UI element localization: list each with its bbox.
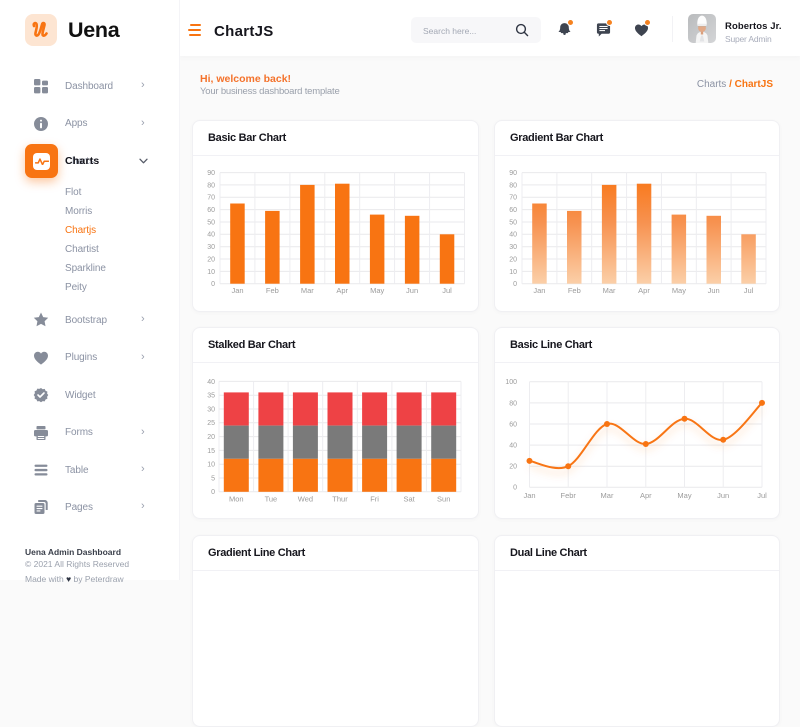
svg-text:Jul: Jul: [757, 491, 767, 500]
svg-text:70: 70: [207, 195, 215, 202]
svg-text:Jul: Jul: [442, 286, 452, 295]
svg-text:0: 0: [211, 489, 215, 496]
svg-text:May: May: [370, 286, 384, 295]
svg-text:40: 40: [509, 232, 517, 239]
svg-text:10: 10: [207, 269, 215, 276]
svg-text:Febr: Febr: [560, 491, 576, 500]
svg-text:0: 0: [211, 281, 215, 288]
svg-text:30: 30: [509, 244, 517, 251]
svg-text:Feb: Feb: [266, 286, 279, 295]
svg-text:15: 15: [207, 448, 215, 455]
svg-text:5: 5: [211, 475, 215, 482]
svg-text:Apr: Apr: [640, 491, 652, 500]
svg-text:Jan: Jan: [231, 286, 243, 295]
svg-text:Fri: Fri: [370, 494, 379, 503]
svg-text:60: 60: [509, 207, 517, 214]
svg-text:80: 80: [509, 182, 517, 189]
svg-text:35: 35: [207, 393, 215, 400]
svg-text:50: 50: [509, 219, 517, 226]
svg-text:80: 80: [509, 400, 517, 407]
svg-text:Jun: Jun: [406, 286, 418, 295]
svg-text:Sat: Sat: [403, 494, 415, 503]
svg-text:60: 60: [509, 421, 517, 428]
svg-text:100: 100: [505, 379, 517, 386]
svg-text:40: 40: [207, 232, 215, 239]
svg-text:0: 0: [513, 281, 517, 288]
svg-text:Jul: Jul: [744, 286, 754, 295]
svg-text:40: 40: [207, 379, 215, 386]
svg-text:25: 25: [207, 420, 215, 427]
svg-text:20: 20: [509, 256, 517, 263]
svg-text:Jun: Jun: [717, 491, 729, 500]
svg-text:May: May: [672, 286, 686, 295]
svg-text:Mar: Mar: [601, 491, 614, 500]
svg-text:90: 90: [509, 170, 517, 177]
svg-text:60: 60: [207, 207, 215, 214]
svg-text:30: 30: [207, 406, 215, 413]
svg-text:20: 20: [207, 434, 215, 441]
svg-text:20: 20: [207, 256, 215, 263]
svg-text:Feb: Feb: [568, 286, 581, 295]
svg-text:70: 70: [509, 195, 517, 202]
svg-text:Wed: Wed: [298, 494, 313, 503]
svg-text:Jan: Jan: [533, 286, 545, 295]
svg-text:50: 50: [207, 219, 215, 226]
svg-text:Thur: Thur: [332, 494, 348, 503]
svg-text:Mon: Mon: [229, 494, 244, 503]
svg-text:90: 90: [207, 170, 215, 177]
svg-text:Mar: Mar: [603, 286, 616, 295]
svg-text:0: 0: [513, 485, 517, 492]
svg-text:May: May: [677, 491, 691, 500]
svg-text:Tue: Tue: [265, 494, 278, 503]
svg-text:Jan: Jan: [523, 491, 535, 500]
svg-text:20: 20: [509, 464, 517, 471]
svg-text:Apr: Apr: [638, 286, 650, 295]
svg-text:80: 80: [207, 182, 215, 189]
svg-text:10: 10: [207, 462, 215, 469]
svg-text:10: 10: [509, 269, 517, 276]
svg-text:Mar: Mar: [301, 286, 314, 295]
svg-text:40: 40: [509, 443, 517, 450]
svg-text:Jun: Jun: [708, 286, 720, 295]
svg-text:Apr: Apr: [336, 286, 348, 295]
svg-text:Sun: Sun: [437, 494, 450, 503]
svg-text:30: 30: [207, 244, 215, 251]
